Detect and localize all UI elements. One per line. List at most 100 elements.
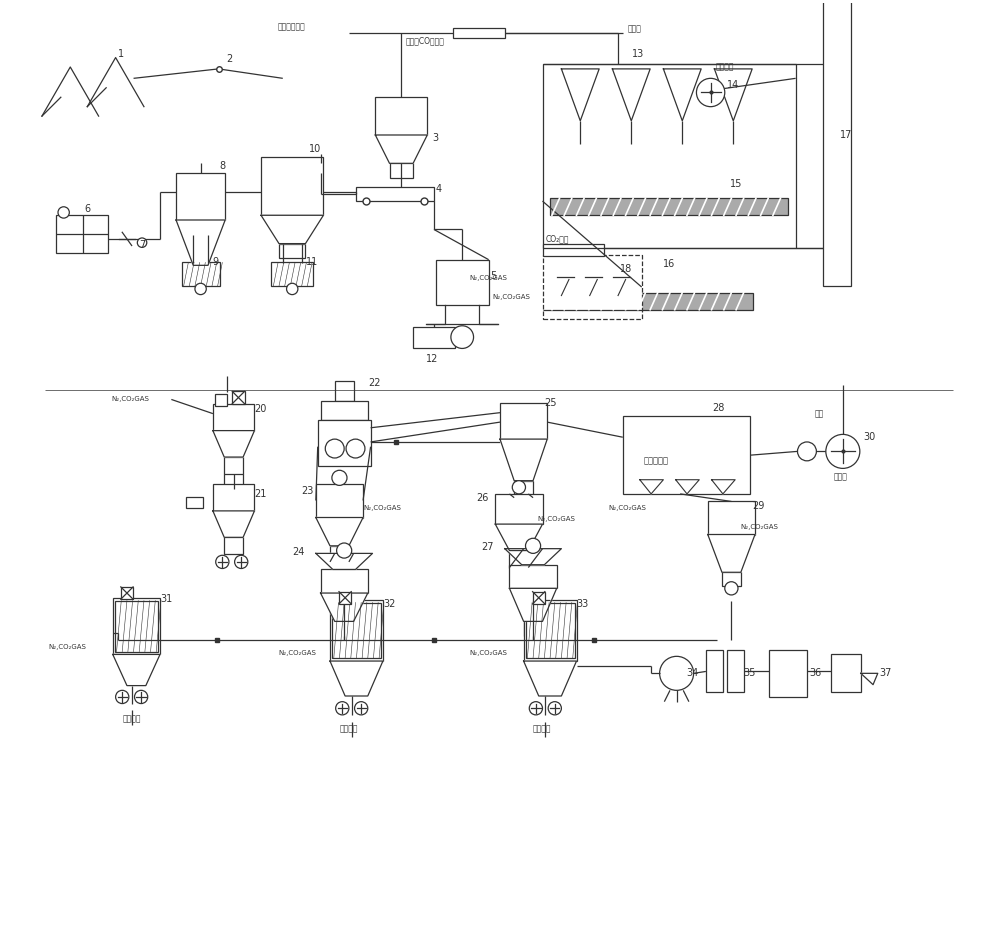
Circle shape <box>332 470 347 485</box>
Circle shape <box>526 539 541 554</box>
Bar <box>769 650 807 697</box>
Text: 13: 13 <box>632 49 644 60</box>
Text: 26: 26 <box>476 493 489 504</box>
Text: 16: 16 <box>663 259 676 269</box>
Text: 11: 11 <box>306 257 319 267</box>
Text: 1: 1 <box>118 49 124 60</box>
Polygon shape <box>663 69 701 121</box>
Bar <box>56 216 108 253</box>
Text: 37: 37 <box>880 668 892 678</box>
Bar <box>533 592 545 604</box>
Circle shape <box>58 207 69 218</box>
Polygon shape <box>505 549 561 564</box>
Text: N₂,CO₂GAS: N₂,CO₂GAS <box>278 651 316 656</box>
Text: N₂,CO₂GAS: N₂,CO₂GAS <box>111 396 149 402</box>
Text: N₂,CO₂GAS: N₂,CO₂GAS <box>363 504 401 511</box>
Text: 9: 9 <box>212 257 218 267</box>
Bar <box>708 502 755 535</box>
Polygon shape <box>330 661 383 696</box>
Bar <box>524 621 542 636</box>
Text: N₂,CO₂GAS: N₂,CO₂GAS <box>49 644 86 650</box>
Text: 8: 8 <box>220 161 226 171</box>
Text: N₂,CO₂GAS: N₂,CO₂GAS <box>492 294 530 300</box>
Polygon shape <box>176 220 225 265</box>
Text: 12: 12 <box>426 354 439 365</box>
Text: 至包装机: 至包装机 <box>533 725 552 733</box>
Bar <box>542 255 642 319</box>
Text: 35: 35 <box>744 668 756 678</box>
Text: 17: 17 <box>840 130 852 140</box>
Bar <box>176 173 225 220</box>
Circle shape <box>135 691 148 704</box>
Bar <box>224 538 243 555</box>
Text: 至循环风: 至循环风 <box>715 63 734 71</box>
Bar <box>453 28 505 38</box>
Text: 31: 31 <box>160 595 172 604</box>
Polygon shape <box>316 554 372 569</box>
Bar <box>356 187 434 201</box>
Text: 33: 33 <box>577 599 589 609</box>
Circle shape <box>287 283 298 294</box>
Bar <box>706 650 723 693</box>
Text: 至烟囱: 至烟囱 <box>628 24 641 33</box>
Polygon shape <box>213 430 254 457</box>
Circle shape <box>216 556 229 568</box>
Bar <box>332 602 381 658</box>
Bar <box>542 243 604 256</box>
Bar <box>330 546 349 561</box>
Text: 18: 18 <box>620 264 632 274</box>
Polygon shape <box>213 511 254 538</box>
Text: 7: 7 <box>139 240 145 250</box>
Bar <box>215 394 227 406</box>
Bar <box>321 569 368 593</box>
Text: 22: 22 <box>368 378 380 389</box>
Bar <box>213 404 254 430</box>
Bar <box>413 327 455 348</box>
Bar <box>727 650 744 693</box>
Polygon shape <box>861 674 878 685</box>
Circle shape <box>235 556 248 568</box>
Bar <box>550 199 788 216</box>
Text: N₂,CO₂GAS: N₂,CO₂GAS <box>609 504 646 511</box>
Circle shape <box>337 543 352 558</box>
Text: 34: 34 <box>686 668 698 678</box>
Polygon shape <box>500 439 547 481</box>
Text: 至包装机: 至包装机 <box>339 725 358 733</box>
Text: N₂,CO₂GAS: N₂,CO₂GAS <box>470 276 508 281</box>
Bar <box>232 391 245 404</box>
Bar <box>722 572 741 586</box>
Bar <box>524 599 576 661</box>
Text: 2: 2 <box>226 54 232 65</box>
Text: 20: 20 <box>254 404 267 413</box>
Bar <box>224 457 243 474</box>
Bar <box>509 564 557 588</box>
Circle shape <box>336 702 349 715</box>
Circle shape <box>696 78 725 106</box>
Circle shape <box>325 439 344 458</box>
Text: 至包装机: 至包装机 <box>122 714 141 723</box>
Text: 引风机: 引风机 <box>833 472 847 482</box>
Text: 3: 3 <box>432 133 438 142</box>
Circle shape <box>660 656 694 691</box>
Bar <box>514 481 533 498</box>
Circle shape <box>725 581 738 595</box>
Bar <box>623 416 750 494</box>
Bar <box>330 599 383 661</box>
Circle shape <box>797 442 816 461</box>
Bar <box>279 243 305 257</box>
Polygon shape <box>321 593 368 621</box>
Text: 27: 27 <box>481 542 494 553</box>
Bar <box>113 598 160 655</box>
Circle shape <box>529 702 542 715</box>
Text: 23: 23 <box>302 485 314 496</box>
Circle shape <box>548 702 561 715</box>
Text: 4: 4 <box>436 183 442 194</box>
Text: 24: 24 <box>292 547 305 557</box>
Bar <box>182 262 220 286</box>
Bar <box>500 403 547 439</box>
Bar <box>831 655 861 693</box>
Polygon shape <box>712 480 735 494</box>
Text: N₂,CO₂GAS: N₂,CO₂GAS <box>470 651 508 656</box>
Text: 14: 14 <box>727 80 739 89</box>
Polygon shape <box>316 518 363 546</box>
